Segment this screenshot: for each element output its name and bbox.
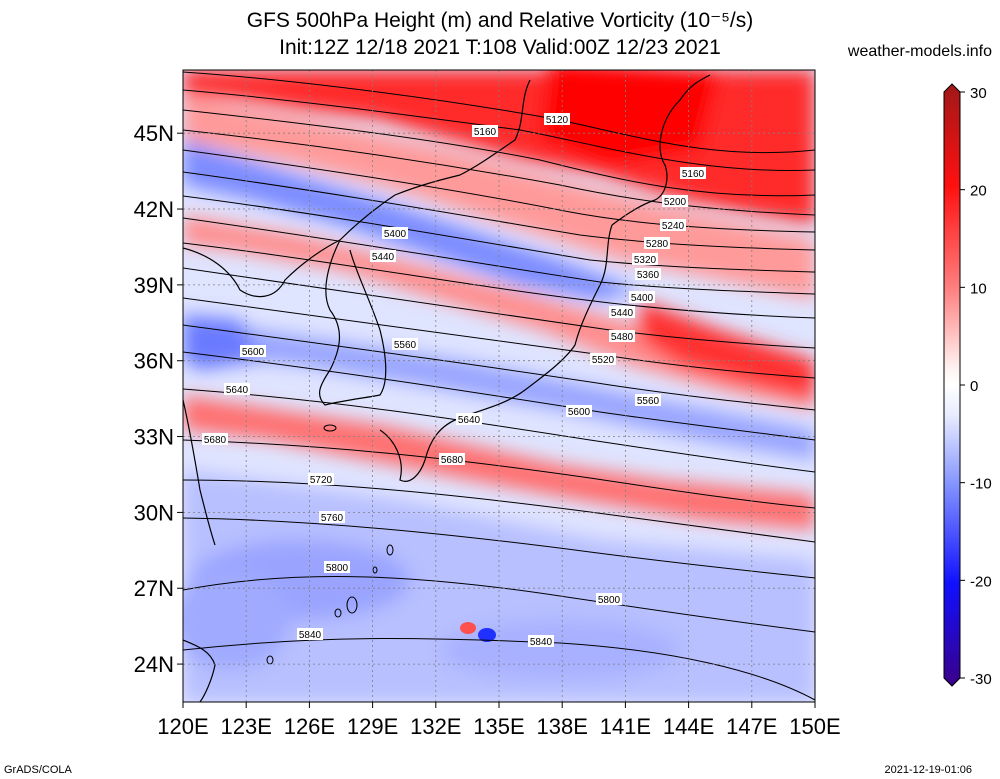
contour-label: 5760 bbox=[319, 511, 345, 524]
software-credit: GrADS/COLA bbox=[4, 764, 72, 776]
contour-label: 5360 bbox=[635, 268, 661, 281]
svg-text:5640: 5640 bbox=[226, 385, 249, 396]
contour-label: 5440 bbox=[370, 250, 396, 263]
contour-label: 5600 bbox=[240, 345, 266, 358]
svg-text:5760: 5760 bbox=[321, 513, 344, 524]
svg-text:5720: 5720 bbox=[310, 475, 333, 486]
islands bbox=[266, 424, 394, 665]
colorbar-label: 30 bbox=[970, 85, 987, 102]
contour-label: 5120 bbox=[544, 113, 570, 126]
contour-label: 5840 bbox=[297, 628, 323, 641]
svg-text:5560: 5560 bbox=[637, 396, 660, 407]
contour-label: 5680 bbox=[439, 453, 465, 466]
contour-label: 5240 bbox=[660, 219, 686, 232]
colorbar-label: -10 bbox=[970, 476, 992, 493]
contour-label: 5280 bbox=[644, 237, 670, 250]
svg-text:5840: 5840 bbox=[530, 637, 553, 648]
contour-label: 5800 bbox=[324, 561, 350, 574]
lon-tick-label: 150E bbox=[789, 714, 840, 739]
contour-label: 5720 bbox=[308, 473, 334, 486]
contour-label: 5160 bbox=[680, 167, 706, 180]
credit-label: weather-models.info bbox=[847, 43, 992, 60]
svg-text:5800: 5800 bbox=[326, 563, 349, 574]
contour-label: 5640 bbox=[456, 413, 482, 426]
chart-subtitle: Init:12Z 12/18 2021 T:108 Valid:00Z 12/2… bbox=[279, 36, 721, 59]
chart-title: GFS 500hPa Height (m) and Relative Vorti… bbox=[246, 9, 754, 32]
latitude-axis: 45N 42N 39N 36N 33N 30N 27N 24N bbox=[134, 121, 183, 677]
lon-tick-label: 129E bbox=[347, 714, 398, 739]
svg-text:5200: 5200 bbox=[664, 197, 687, 208]
svg-text:5680: 5680 bbox=[204, 435, 227, 446]
lon-tick-label: 141E bbox=[600, 714, 651, 739]
lon-tick-label: 144E bbox=[663, 714, 714, 739]
lon-tick-label: 126E bbox=[284, 714, 335, 739]
lat-tick-label: 39N bbox=[134, 273, 174, 298]
svg-text:5480: 5480 bbox=[611, 332, 634, 343]
svg-text:5400: 5400 bbox=[384, 229, 407, 240]
colorbar-label: 20 bbox=[970, 183, 987, 200]
contour-label: 5800 bbox=[596, 593, 622, 606]
svg-text:5680: 5680 bbox=[441, 455, 464, 466]
contour-label: 5520 bbox=[590, 353, 616, 366]
lat-tick-label: 24N bbox=[134, 652, 174, 677]
svg-text:5160: 5160 bbox=[474, 127, 497, 138]
lat-tick-label: 45N bbox=[134, 121, 174, 146]
contour-label: 5400 bbox=[629, 291, 655, 304]
contour-label: 5200 bbox=[662, 195, 688, 208]
grid-lines bbox=[183, 70, 815, 702]
lat-tick-label: 36N bbox=[134, 349, 174, 374]
colorbar-label: -20 bbox=[970, 573, 992, 590]
svg-text:5560: 5560 bbox=[394, 340, 417, 351]
svg-text:5640: 5640 bbox=[458, 415, 481, 426]
lon-tick-label: 135E bbox=[473, 714, 524, 739]
colorbar-label: 10 bbox=[970, 280, 987, 297]
colorbar-label: 0 bbox=[970, 378, 978, 395]
contour-label: 5640 bbox=[224, 383, 250, 396]
colorbar-label: -30 bbox=[970, 671, 992, 688]
svg-text:5440: 5440 bbox=[611, 308, 634, 319]
contour-label: 5320 bbox=[632, 253, 658, 266]
contour-label: 5480 bbox=[609, 330, 635, 343]
svg-text:5360: 5360 bbox=[637, 270, 660, 281]
svg-text:5600: 5600 bbox=[568, 407, 591, 418]
lat-tick-label: 33N bbox=[134, 425, 174, 450]
svg-text:5240: 5240 bbox=[662, 221, 685, 232]
svg-text:5400: 5400 bbox=[631, 293, 654, 304]
lon-tick-label: 123E bbox=[221, 714, 272, 739]
svg-text:5280: 5280 bbox=[646, 239, 669, 250]
svg-text:5840: 5840 bbox=[299, 630, 322, 641]
contour-label: 5560 bbox=[635, 394, 661, 407]
svg-text:5320: 5320 bbox=[634, 255, 657, 266]
lat-tick-label: 42N bbox=[134, 197, 174, 222]
lon-tick-label: 132E bbox=[410, 714, 461, 739]
height-contours bbox=[183, 71, 815, 701]
lon-tick-label: 120E bbox=[157, 714, 208, 739]
contour-label: 5840 bbox=[528, 635, 554, 648]
lon-tick-label: 147E bbox=[726, 714, 777, 739]
contour-labels: 5120 5160 5160 5200 5240 5280 5320 5360 5400 5400… bbox=[202, 113, 706, 648]
vorticity-field: 5120 5160 5160 5200 5240 5280 5320 5360 5400 5400… bbox=[183, 70, 815, 702]
contour-label: 5160 bbox=[472, 125, 498, 138]
svg-text:5160: 5160 bbox=[682, 169, 705, 180]
contour-label: 5440 bbox=[609, 306, 635, 319]
svg-text:5800: 5800 bbox=[598, 595, 621, 606]
coastlines bbox=[183, 74, 711, 702]
svg-text:5440: 5440 bbox=[372, 252, 395, 263]
lat-tick-label: 30N bbox=[134, 500, 174, 525]
contour-label: 5560 bbox=[392, 338, 418, 351]
svg-text:5600: 5600 bbox=[242, 347, 265, 358]
svg-text:5520: 5520 bbox=[592, 355, 615, 366]
lon-tick-label: 138E bbox=[537, 714, 588, 739]
colorbar-bar bbox=[943, 83, 961, 687]
svg-text:5120: 5120 bbox=[546, 115, 569, 126]
contour-label: 5600 bbox=[566, 405, 592, 418]
contour-label: 5680 bbox=[202, 433, 228, 446]
lat-tick-label: 27N bbox=[134, 576, 174, 601]
contour-label: 5400 bbox=[382, 227, 408, 240]
timestamp: 2021-12-19-01:06 bbox=[884, 764, 972, 776]
colorbar: 30 20 10 0 -10 -20 -30 bbox=[943, 83, 992, 688]
longitude-axis: 120E 123E 126E 129E 132E 135E 138E 141E 144E 147E… bbox=[157, 702, 841, 739]
